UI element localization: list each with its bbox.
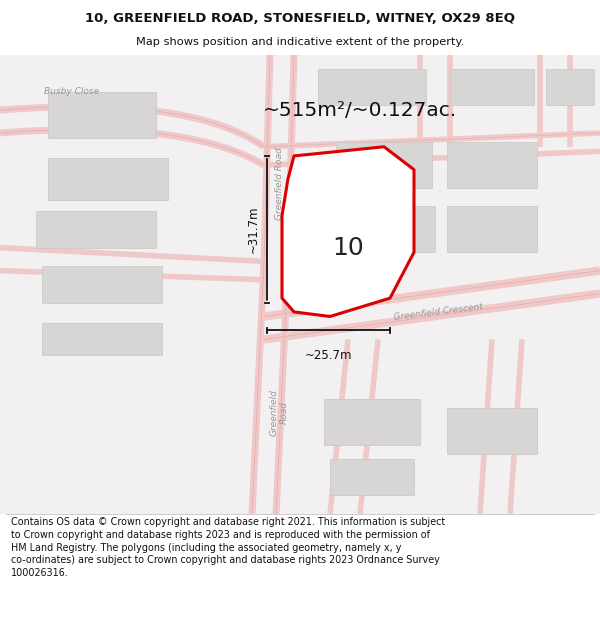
Text: Greenfield
Road: Greenfield Road: [269, 389, 289, 436]
Polygon shape: [330, 459, 414, 496]
Polygon shape: [336, 142, 432, 188]
Polygon shape: [447, 142, 537, 188]
Polygon shape: [546, 69, 594, 106]
Polygon shape: [36, 211, 156, 248]
Polygon shape: [42, 266, 162, 302]
Polygon shape: [48, 158, 168, 199]
Text: Greenfield Crescent: Greenfield Crescent: [393, 302, 483, 322]
Polygon shape: [345, 206, 435, 252]
Polygon shape: [450, 69, 534, 106]
Polygon shape: [324, 399, 420, 445]
Text: Map shows position and indicative extent of the property.: Map shows position and indicative extent…: [136, 38, 464, 48]
Text: Busby Close: Busby Close: [44, 88, 100, 96]
Polygon shape: [447, 408, 537, 454]
Polygon shape: [42, 323, 162, 356]
Text: 10, GREENFIELD ROAD, STONESFIELD, WITNEY, OX29 8EQ: 10, GREENFIELD ROAD, STONESFIELD, WITNEY…: [85, 12, 515, 25]
Polygon shape: [282, 147, 414, 316]
Polygon shape: [0, 55, 600, 514]
Text: ~31.7m: ~31.7m: [247, 206, 260, 253]
Text: ~25.7m: ~25.7m: [305, 349, 352, 362]
Text: ~515m²/~0.127ac.: ~515m²/~0.127ac.: [263, 101, 457, 119]
Text: Greenfield Road: Greenfield Road: [275, 147, 284, 220]
Text: Contains OS data © Crown copyright and database right 2021. This information is : Contains OS data © Crown copyright and d…: [11, 517, 445, 578]
Text: 10: 10: [332, 236, 364, 259]
Polygon shape: [318, 69, 426, 106]
Polygon shape: [48, 92, 156, 138]
Polygon shape: [447, 206, 537, 252]
